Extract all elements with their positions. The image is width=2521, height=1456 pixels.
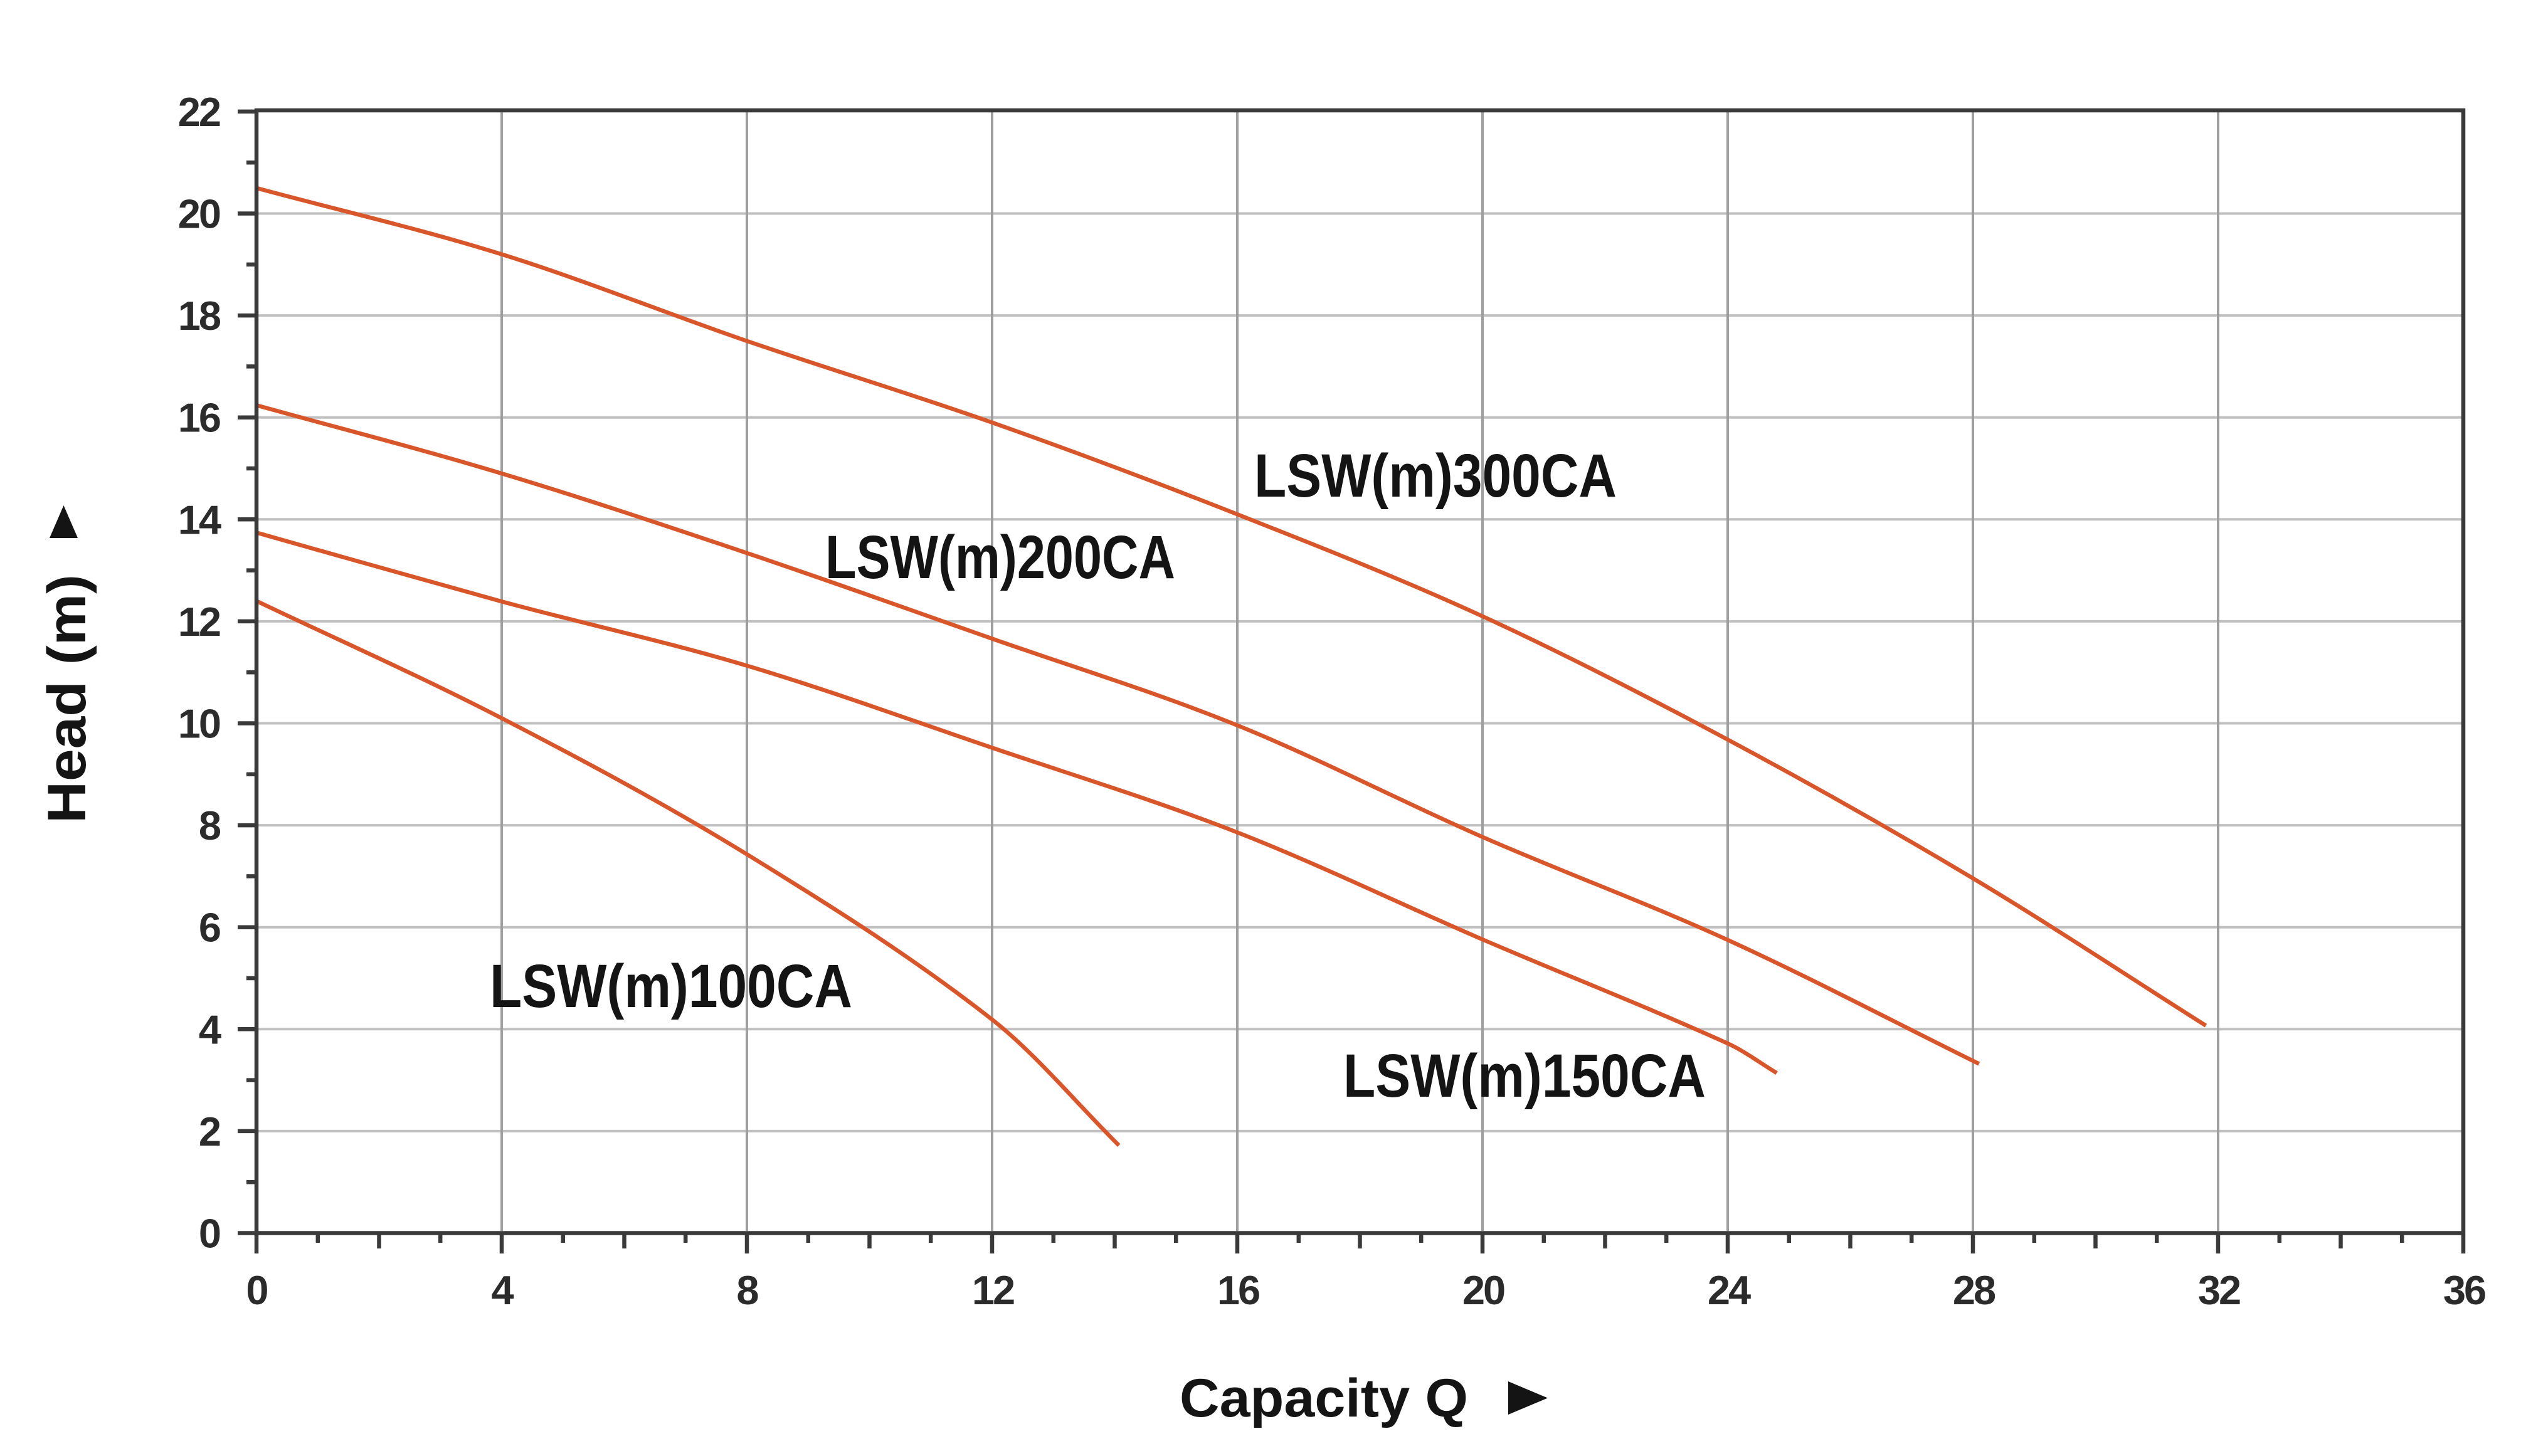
svg-text:16: 16 <box>178 395 220 441</box>
svg-text:6: 6 <box>199 905 220 951</box>
svg-text:Head (m): Head (m) <box>37 574 97 823</box>
svg-text:36: 36 <box>2443 1267 2485 1313</box>
svg-text:LSW(m)200CA: LSW(m)200CA <box>825 523 1175 591</box>
svg-text:8: 8 <box>199 803 221 848</box>
svg-text:LSW(m)300CA: LSW(m)300CA <box>1254 441 1617 510</box>
svg-text:28: 28 <box>1953 1267 1995 1313</box>
svg-text:4: 4 <box>491 1267 514 1313</box>
svg-text:LSW(m)100CA: LSW(m)100CA <box>490 952 852 1020</box>
svg-text:32: 32 <box>2198 1267 2240 1313</box>
svg-text:LSW(m)150CA: LSW(m)150CA <box>1343 1042 1706 1110</box>
svg-text:4: 4 <box>199 1006 221 1052</box>
svg-text:0: 0 <box>199 1211 220 1257</box>
svg-text:8: 8 <box>736 1267 758 1313</box>
svg-text:14: 14 <box>178 497 221 542</box>
svg-text:12: 12 <box>178 599 220 645</box>
svg-text:20: 20 <box>178 191 220 237</box>
svg-text:24: 24 <box>1708 1267 1751 1313</box>
svg-text:Capacity Q: Capacity Q <box>1180 1368 1468 1428</box>
svg-text:12: 12 <box>972 1267 1014 1313</box>
svg-text:2: 2 <box>199 1109 220 1154</box>
svg-text:10: 10 <box>178 701 220 747</box>
svg-text:0: 0 <box>246 1267 267 1313</box>
svg-text:16: 16 <box>1217 1267 1259 1313</box>
svg-text:20: 20 <box>1462 1267 1504 1313</box>
svg-text:18: 18 <box>178 293 221 339</box>
svg-text:22: 22 <box>178 89 220 135</box>
